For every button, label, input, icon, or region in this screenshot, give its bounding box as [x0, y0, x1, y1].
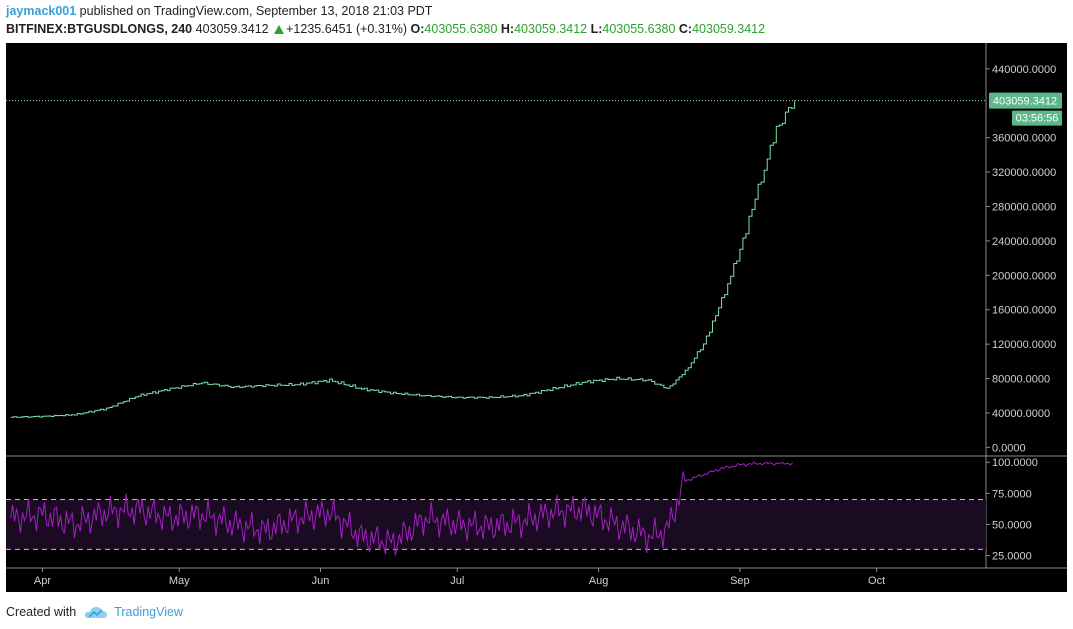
date-tick-label: Oct — [868, 575, 885, 587]
countdown-tag — [1012, 110, 1062, 126]
open-value: 403055.6380 — [424, 22, 498, 36]
symbol-header: BITFINEX:BTGUSDLONGS, 240 403059.3412 +1… — [6, 22, 765, 38]
price-series-line — [10, 100, 796, 418]
price-tick-label: 160000.0000 — [992, 305, 1056, 317]
symbol-label: BITFINEX:BTGUSDLONGS, 240 — [6, 22, 193, 36]
high-value: 403059.3412 — [514, 22, 588, 36]
close-value: 403059.3412 — [692, 22, 766, 36]
last-price-tag-label: 403059.3412 — [993, 96, 1057, 108]
rsi-series-line — [10, 461, 793, 556]
price-tick-label: 40000.0000 — [992, 408, 1050, 420]
publish-info: published on TradingView.com, September … — [76, 4, 433, 18]
date-tick-label: Sep — [730, 575, 750, 587]
author-link[interactable]: jaymack001 — [6, 4, 77, 18]
price-tick-label: 240000.0000 — [992, 236, 1056, 248]
created-with-label: Created with — [6, 605, 77, 619]
date-tick-label: Jun — [312, 575, 330, 587]
price-tick-label: 360000.0000 — [992, 133, 1056, 145]
rsi-tick-label: 50.0000 — [992, 519, 1032, 531]
date-tick-label: Apr — [34, 575, 51, 587]
tradingview-cloud-icon — [84, 607, 108, 618]
footer: Created with TradingView — [6, 603, 183, 621]
countdown-tag-label: 03:56:56 — [1016, 113, 1059, 125]
price-tick-label: 80000.0000 — [992, 374, 1050, 386]
date-tick-label: May — [169, 575, 190, 587]
price-tick-label: 280000.0000 — [992, 201, 1056, 213]
up-arrow-icon — [274, 25, 285, 34]
price-chart[interactable]: 0.0000 40000.0000 80000.0000 120000.0000 160… — [6, 43, 1067, 592]
price-change: +1235.6451 (+0.31%) — [286, 22, 408, 36]
rsi-tick-label: 100.0000 — [992, 457, 1038, 469]
rsi-tick-label: 25.0000 — [992, 551, 1032, 563]
rsi-tick-label: 75.0000 — [992, 488, 1032, 500]
high-label: H: — [500, 22, 515, 36]
date-tick-label: Jul — [450, 575, 464, 587]
publish-header: jaymack001 published on TradingView.com,… — [6, 4, 432, 20]
open-label: O: — [410, 22, 425, 36]
last-price: 403059.3412 — [195, 22, 269, 36]
low-value: 403055.6380 — [602, 22, 676, 36]
date-tick-label: Aug — [589, 575, 609, 587]
price-tick-label: 200000.0000 — [992, 270, 1056, 282]
price-tick-label: 120000.0000 — [992, 339, 1056, 351]
last-price-tag — [989, 92, 1062, 109]
price-tick-label: 320000.0000 — [992, 167, 1056, 179]
low-label: L: — [590, 22, 603, 36]
price-tick-label: 0.0000 — [992, 442, 1026, 454]
close-label: C: — [678, 22, 693, 36]
tradingview-link[interactable]: TradingView — [114, 605, 183, 619]
price-tick-label: 440000.0000 — [992, 64, 1056, 76]
